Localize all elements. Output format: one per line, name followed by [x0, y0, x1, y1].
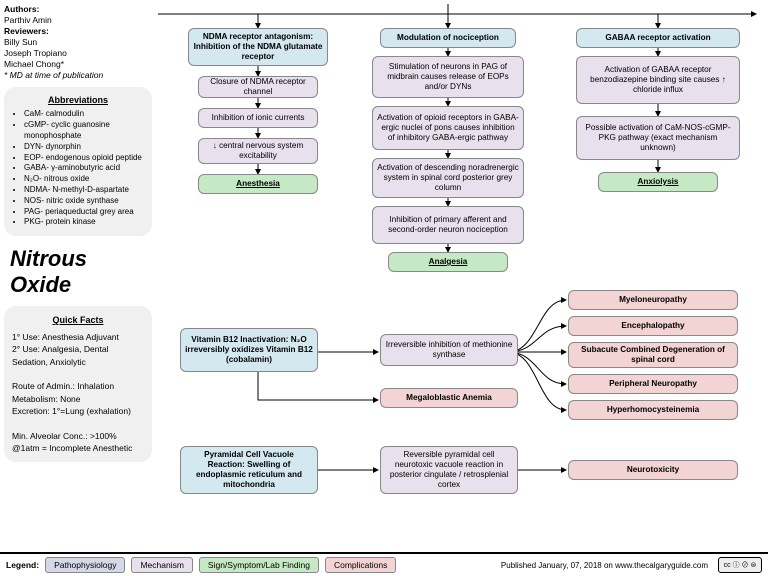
md-note: * MD at time of publication: [4, 70, 103, 80]
authors-label: Authors:: [4, 4, 39, 14]
noci-step: Stimulation of neurons in PAG of midbrai…: [372, 56, 524, 98]
ndma-header: NDMA receptor antagonism: Inhibition of …: [188, 28, 328, 66]
abbrev-item: GABA- γ-aminobutyric acid: [24, 163, 146, 174]
abbrev-item: PKG- protein kinase: [24, 217, 146, 228]
legend-comp: Complications: [325, 557, 396, 573]
abbrev-list: CaM- calmodulin cGMP- cyclic guanosine m…: [10, 109, 146, 228]
fact-line: Route of Admin.: Inhalation: [12, 381, 114, 391]
pyramidal-step: Reversible pyramidal cell neurotoxic vac…: [380, 446, 518, 494]
fact-line: 1° Use: Anesthesia Adjuvant: [12, 332, 119, 342]
gaba-header: GABAA receptor activation: [576, 28, 740, 48]
noci-step: Activation of opioid receptors in GABA-e…: [372, 106, 524, 150]
reviewers-label: Reviewers:: [4, 26, 49, 36]
abbrev-item: EOP- endogenous opioid peptide: [24, 153, 146, 164]
comp-subacute: Subacute Combined Degeneration of spinal…: [568, 342, 738, 368]
megaloblastic-anemia: Megaloblastic Anemia: [380, 388, 518, 408]
abbrev-item: DYN- dynorphin: [24, 142, 146, 153]
fact-line: @1atm = Incomplete Anesthetic: [12, 443, 132, 453]
fact-line: 2° Use: Analgesia, Dental Sedation, Anxi…: [12, 344, 108, 366]
abbrev-item: PAG- periaqueductal grey area: [24, 207, 146, 218]
comp-peripheral: Peripheral Neuropathy: [568, 374, 738, 394]
authors-names: Parthiv Amin: [4, 15, 52, 25]
legend-mech: Mechanism: [131, 557, 192, 573]
legend-patho: Pathophysiology: [45, 557, 125, 573]
abbrev-item: NDMA- N-methyl-D-aspartate: [24, 185, 146, 196]
publish-note: Published January, 07, 2018 on www.theca…: [501, 561, 708, 570]
abbreviations-panel: Abbreviations CaM- calmodulin cGMP- cycl…: [4, 87, 152, 236]
page-title: Nitrous Oxide: [10, 246, 152, 298]
abbrev-title: Abbreviations: [10, 95, 146, 105]
gaba-step: Possible activation of CaM-NOS-cGMP-PKG …: [576, 116, 740, 160]
ndma-step: ↓ central nervous system excitability: [198, 138, 318, 164]
noci-step: Inhibition of primary afferent and secon…: [372, 206, 524, 244]
comp-myeloneuropathy: Myeloneuropathy: [568, 290, 738, 310]
noci-step: Activation of descending noradrenergic s…: [372, 158, 524, 198]
gaba-step: Activation of GABAA receptor benzodiazep…: [576, 56, 740, 104]
comp-hyperhomo: Hyperhomocysteinemia: [568, 400, 738, 420]
sidebar: Authors: Parthiv Amin Reviewers: Billy S…: [4, 4, 152, 462]
facts-title: Quick Facts: [12, 314, 144, 327]
comp-encephalopathy: Encephalopathy: [568, 316, 738, 336]
legend-label: Legend:: [6, 560, 39, 570]
nociception-header: Modulation of nociception: [380, 28, 516, 48]
abbrev-item: cGMP- cyclic guanosine monophosphate: [24, 120, 146, 142]
anxiolysis-outcome: Anxiolysis: [598, 172, 718, 192]
reviewer: Michael Chong*: [4, 59, 64, 69]
flowchart: NDMA receptor antagonism: Inhibition of …: [158, 4, 764, 550]
comp-neurotoxicity: Neurotoxicity: [568, 460, 738, 480]
ndma-step: Inhibition of ionic currents: [198, 108, 318, 128]
reviewer: Joseph Tropiano: [4, 48, 67, 58]
quick-facts-panel: Quick Facts 1° Use: Anesthesia Adjuvant …: [4, 306, 152, 462]
fact-line: Metabolism: None: [12, 394, 81, 404]
ndma-step: Closure of NDMA receptor channel: [198, 76, 318, 98]
cc-license-icon: cc ⓘ ⊘ ⊜: [718, 557, 762, 573]
abbrev-item: N₂O- nitrous oxide: [24, 174, 146, 185]
legend-bar: Legend: Pathophysiology Mechanism Sign/S…: [0, 552, 768, 576]
legend-sign: Sign/Symptom/Lab Finding: [199, 557, 319, 573]
abbrev-item: NOS- nitric oxide synthase: [24, 196, 146, 207]
b12-step: Irreversible inhibition of methionine sy…: [380, 334, 518, 366]
anesthesia-outcome: Anesthesia: [198, 174, 318, 194]
pyramidal-header: Pyramidal Cell Vacuole Reaction: Swellin…: [180, 446, 318, 494]
reviewer: Billy Sun: [4, 37, 37, 47]
abbrev-item: CaM- calmodulin: [24, 109, 146, 120]
fact-line: Min. Alveolar Conc.: >100%: [12, 431, 117, 441]
authors-block: Authors: Parthiv Amin Reviewers: Billy S…: [4, 4, 152, 81]
b12-header: Vitamin B12 Inactivation: N₂O irreversib…: [180, 328, 318, 372]
fact-line: Excretion: 1°=Lung (exhalation): [12, 406, 131, 416]
analgesia-outcome: Analgesia: [388, 252, 508, 272]
